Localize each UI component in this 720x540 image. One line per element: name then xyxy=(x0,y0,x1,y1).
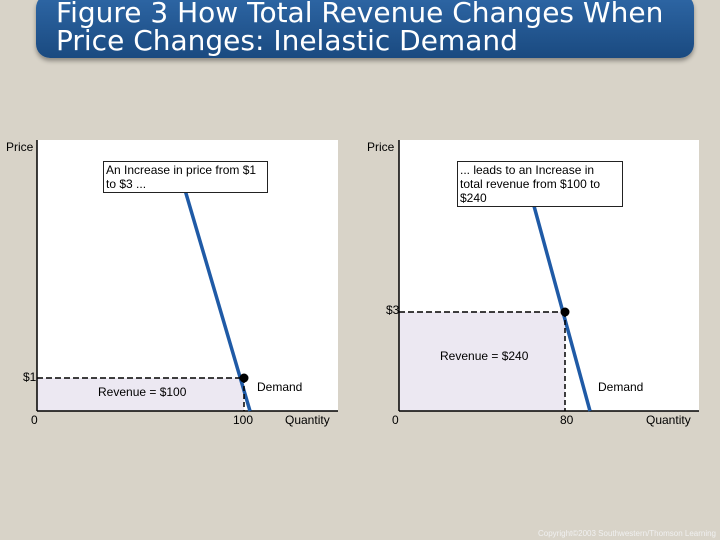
right-callout: ... leads to an Increase in total revenu… xyxy=(457,161,623,207)
right-demand-label: Demand xyxy=(598,380,643,394)
title-line-1: Figure 3 How Total Revenue Changes When xyxy=(56,0,664,29)
right-origin-label: 0 xyxy=(392,413,399,427)
left-origin-label: 0 xyxy=(31,413,38,427)
right-revenue-area xyxy=(399,312,565,411)
left-price-label: $1 xyxy=(23,370,37,384)
title-bar xyxy=(36,0,694,58)
left-revenue-label: Revenue = $100 xyxy=(98,385,187,399)
right-y-label: Price xyxy=(367,140,395,154)
left-callout: An Increase in price from $1 to $3 ... xyxy=(103,161,268,193)
right-price-label: $3 xyxy=(386,303,400,317)
right-quantity-label: 80 xyxy=(560,413,574,427)
left-y-label: Price xyxy=(6,140,34,154)
left-demand-point xyxy=(239,373,249,383)
title-line-2: Price Changes: Inelastic Demand xyxy=(56,24,518,57)
left-revenue-area xyxy=(37,378,244,411)
right-demand-line xyxy=(529,194,592,412)
left-demand-label: Demand xyxy=(257,380,302,394)
left-x-label: Quantity xyxy=(285,413,330,427)
right-x-label: Quantity xyxy=(646,413,691,427)
left-demand-line xyxy=(183,189,252,412)
right-demand-point xyxy=(560,307,570,317)
left-quantity-label: 100 xyxy=(233,413,253,427)
page-title: Figure 3 How Total Revenue Changes When … xyxy=(56,0,696,55)
copyright: Copyright©2003 Southwestern/Thomson Lear… xyxy=(538,529,716,538)
right-revenue-label: Revenue = $240 xyxy=(440,349,529,363)
